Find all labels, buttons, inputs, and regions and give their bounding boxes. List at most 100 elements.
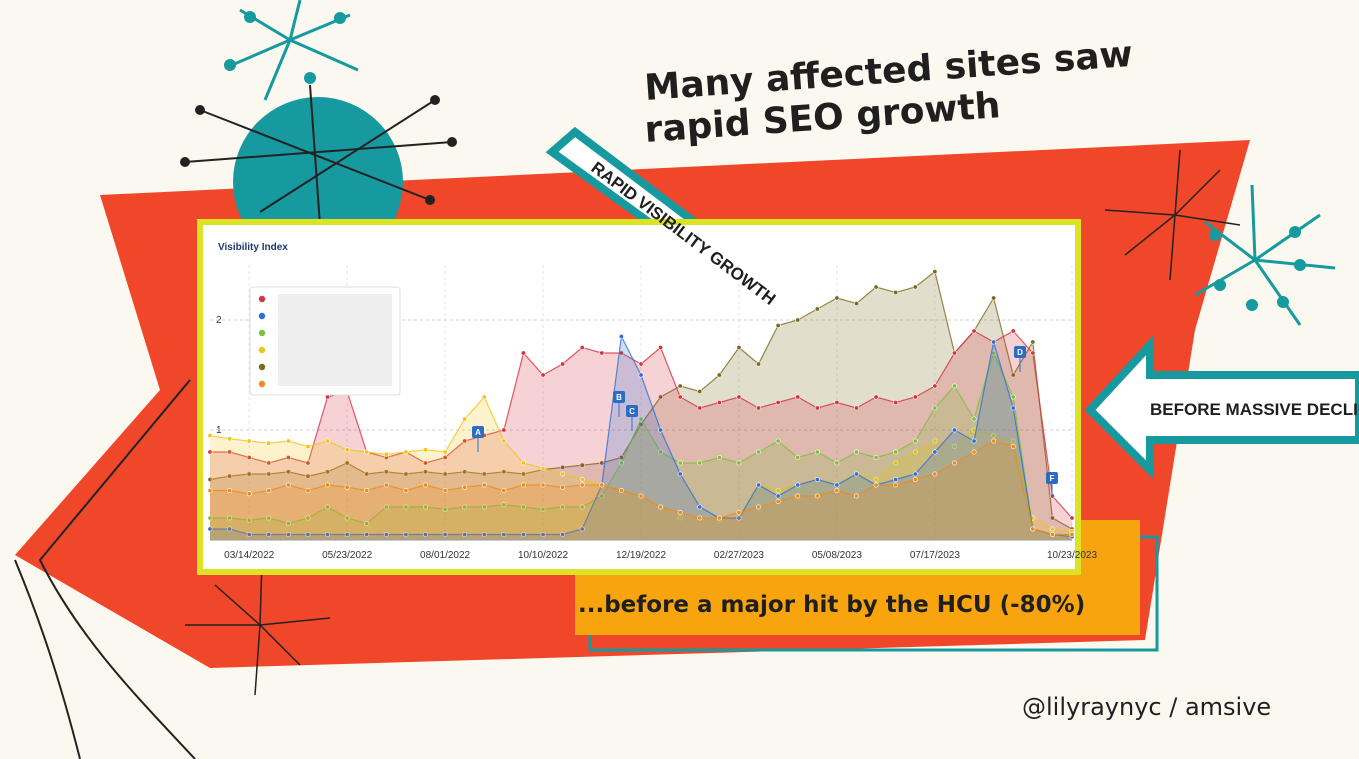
point	[1070, 516, 1074, 520]
point	[286, 483, 290, 487]
point	[776, 400, 780, 404]
point	[874, 455, 878, 459]
point	[972, 329, 976, 333]
point	[462, 485, 466, 489]
point	[835, 400, 839, 404]
point	[227, 488, 231, 492]
point	[854, 301, 858, 305]
point	[933, 472, 937, 476]
point	[580, 477, 584, 481]
point	[698, 505, 702, 509]
annotation-label: B	[616, 393, 622, 402]
point	[854, 494, 858, 498]
point	[502, 439, 506, 443]
x-tick-label: 05/23/2022	[322, 550, 372, 561]
point	[933, 384, 937, 388]
point	[658, 428, 662, 432]
point	[913, 472, 917, 476]
point	[1070, 532, 1074, 536]
point	[345, 485, 349, 489]
legend-dot	[259, 313, 265, 319]
point	[835, 488, 839, 492]
point	[286, 439, 290, 443]
point	[815, 307, 819, 311]
point	[835, 296, 839, 300]
annotation-label: C	[629, 407, 635, 416]
point	[619, 488, 623, 492]
point	[737, 510, 741, 514]
point	[639, 362, 643, 366]
point	[639, 494, 643, 498]
point	[247, 492, 251, 496]
point	[580, 483, 584, 487]
point	[952, 428, 956, 432]
x-tick-label: 10/10/2022	[518, 550, 568, 561]
point	[717, 516, 721, 520]
x-tick-label: 08/01/2022	[420, 550, 470, 561]
point	[404, 450, 408, 454]
point	[443, 450, 447, 454]
point	[325, 439, 329, 443]
point	[776, 323, 780, 327]
point	[698, 461, 702, 465]
point	[698, 516, 702, 520]
point	[208, 488, 212, 492]
point	[756, 483, 760, 487]
point	[991, 340, 995, 344]
point	[247, 439, 251, 443]
point	[678, 472, 682, 476]
point	[991, 296, 995, 300]
point	[384, 483, 388, 487]
point	[560, 485, 564, 489]
legend-dot	[259, 347, 265, 353]
point	[306, 488, 310, 492]
point	[698, 406, 702, 410]
point	[737, 395, 741, 399]
point	[658, 505, 662, 509]
point	[796, 483, 800, 487]
point	[737, 461, 741, 465]
point	[560, 472, 564, 476]
point	[913, 439, 917, 443]
point	[796, 455, 800, 459]
annotation-label: F	[1050, 474, 1055, 483]
point	[815, 477, 819, 481]
point	[619, 334, 623, 338]
caption: ...before a major hit by the HCU (-80%)	[578, 592, 1085, 618]
point	[1011, 395, 1015, 399]
point	[893, 400, 897, 404]
point	[1011, 329, 1015, 333]
point	[462, 417, 466, 421]
point	[893, 477, 897, 481]
legend-dot	[259, 381, 265, 387]
point	[208, 433, 212, 437]
point	[893, 290, 897, 294]
point	[776, 439, 780, 443]
legend-dot	[259, 296, 265, 302]
annotation-label: A	[475, 428, 481, 437]
point	[776, 499, 780, 503]
annotation-label: D	[1017, 348, 1023, 357]
legend-dot	[259, 330, 265, 336]
credit: @lilyraynyc / amsive	[1022, 693, 1271, 721]
point	[854, 406, 858, 410]
point	[658, 345, 662, 349]
point	[423, 483, 427, 487]
point	[423, 448, 427, 452]
point	[345, 448, 349, 452]
point	[639, 373, 643, 377]
point	[698, 389, 702, 393]
page: {"slide": {"title_lines": ["Many affecte…	[0, 0, 1359, 759]
point	[835, 461, 839, 465]
point	[913, 285, 917, 289]
point	[1011, 444, 1015, 448]
point	[560, 362, 564, 366]
point	[952, 351, 956, 355]
x-tick-label: 12/19/2022	[616, 550, 666, 561]
point	[717, 373, 721, 377]
point	[502, 428, 506, 432]
point	[756, 406, 760, 410]
point	[893, 450, 897, 454]
point	[717, 400, 721, 404]
point	[267, 488, 271, 492]
